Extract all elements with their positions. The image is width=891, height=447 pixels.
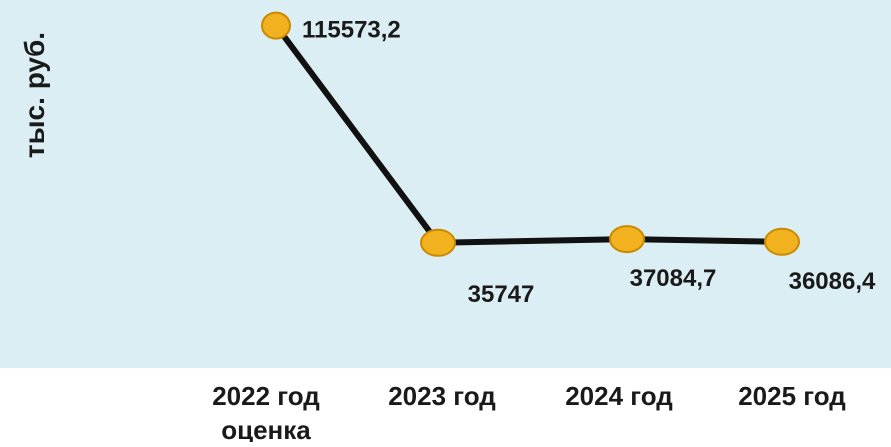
data-point-marker — [764, 227, 800, 256]
data-label: 115573,2 — [302, 17, 401, 44]
series-layer: 115573,2 35747 37084,7 36086,4 — [261, 11, 876, 308]
x-tick-label: 2025 год — [738, 381, 846, 411]
data-label: 36086,4 — [789, 268, 876, 295]
x-tick-label: 2023 год — [388, 381, 496, 411]
plot-area — [0, 0, 891, 368]
data-label: 37084,7 — [630, 265, 717, 292]
data-point-marker — [420, 228, 456, 257]
data-point-marker — [261, 11, 291, 40]
x-tick-label: 2024 год — [565, 381, 673, 411]
data-label: 35747 — [468, 281, 535, 308]
series-line — [273, 23, 783, 246]
x-tick-labels: 2022 год оценка 2023 год 2024 год 2025 год — [212, 381, 846, 445]
x-tick-label: 2022 год оценка — [212, 381, 320, 442]
y-axis-label: тыс. руб. — [19, 32, 50, 158]
data-point-marker — [609, 225, 645, 254]
